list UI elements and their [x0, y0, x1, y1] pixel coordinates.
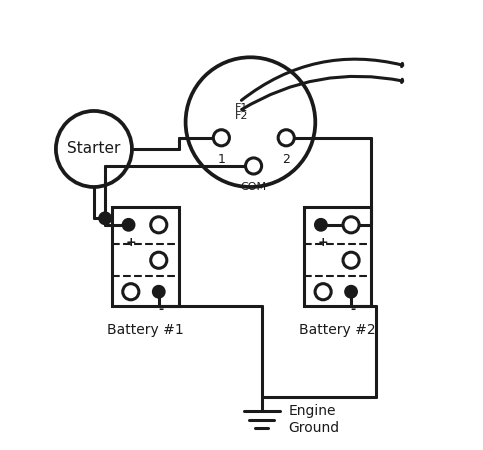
- Circle shape: [154, 286, 164, 297]
- Circle shape: [343, 252, 359, 268]
- Circle shape: [245, 158, 262, 174]
- Circle shape: [346, 286, 356, 297]
- Text: 1: 1: [217, 153, 225, 166]
- Circle shape: [99, 213, 111, 224]
- Circle shape: [315, 284, 331, 300]
- Circle shape: [278, 130, 294, 146]
- Circle shape: [151, 252, 167, 268]
- Text: F2: F2: [235, 111, 248, 121]
- Text: Battery #1: Battery #1: [107, 324, 184, 338]
- Text: +: +: [126, 236, 136, 249]
- Circle shape: [151, 217, 167, 233]
- Text: F1: F1: [235, 103, 248, 113]
- Circle shape: [123, 284, 139, 300]
- Text: Engine
Ground: Engine Ground: [288, 405, 340, 435]
- Text: +: +: [318, 236, 328, 249]
- Text: 2: 2: [282, 153, 290, 166]
- Text: COM: COM: [241, 182, 267, 192]
- Text: Battery #2: Battery #2: [299, 324, 376, 338]
- Circle shape: [343, 217, 359, 233]
- Text: -: -: [351, 303, 356, 316]
- Circle shape: [315, 220, 326, 230]
- Text: -: -: [158, 303, 164, 316]
- Circle shape: [213, 130, 229, 146]
- Text: Starter: Starter: [67, 141, 121, 157]
- Circle shape: [123, 220, 134, 230]
- Bar: [112, 207, 179, 306]
- Bar: [304, 207, 371, 306]
